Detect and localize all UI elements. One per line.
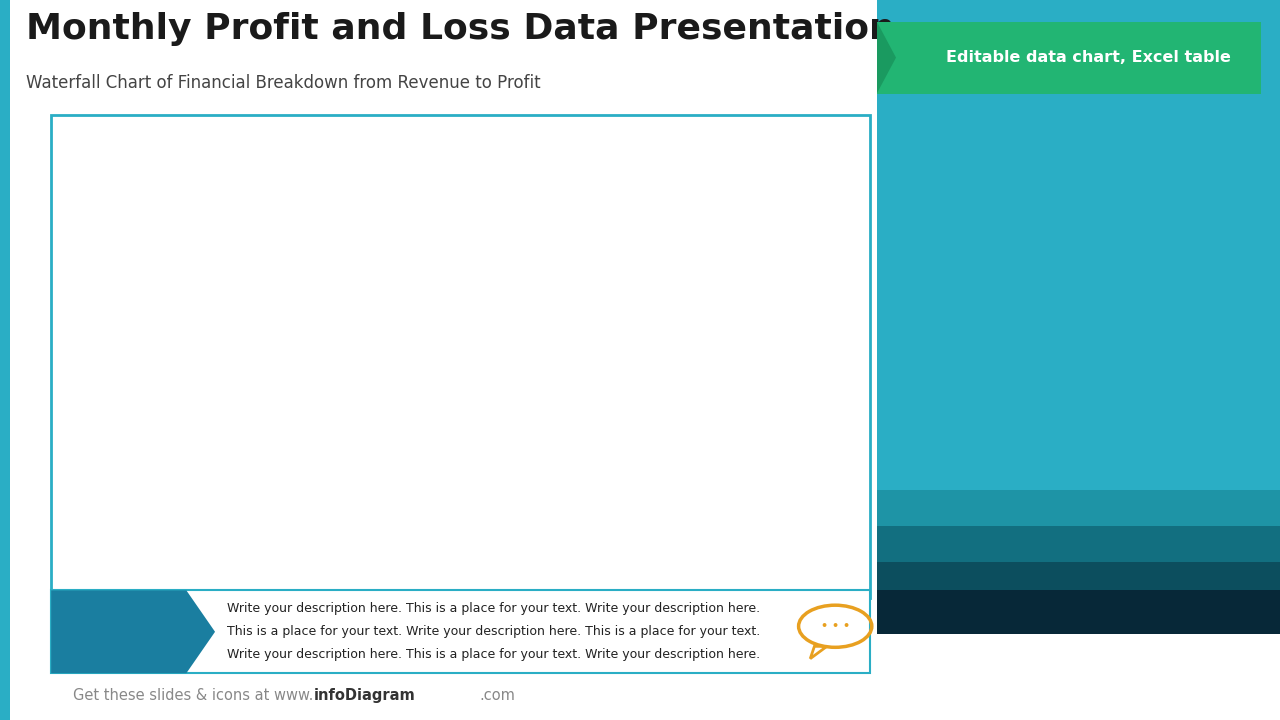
Text: Comments: Comments (69, 621, 169, 639)
Bar (182, 194, 227, 328)
Ellipse shape (259, 518, 324, 580)
Text: EBITDA: EBITDA (448, 551, 480, 559)
Text: Editable data chart, Excel table: Editable data chart, Excel table (946, 50, 1230, 65)
Text: infoDiagram: infoDiagram (314, 688, 415, 703)
Bar (269, 328, 314, 505)
Polygon shape (51, 590, 215, 673)
Bar (614, 456, 659, 505)
Bar (529, 443, 573, 456)
Bar (701, 456, 746, 462)
Bar (442, 443, 486, 505)
Polygon shape (877, 22, 896, 94)
Text: $: $ (114, 536, 123, 550)
Bar (787, 462, 832, 505)
Ellipse shape (431, 518, 497, 580)
Text: This is a place for your text. Write your description here. This is a place for : This is a place for your text. Write you… (228, 625, 760, 639)
Text: Write your description here. This is a place for your text. Write your descripti: Write your description here. This is a p… (228, 602, 760, 615)
Text: Get these slides & icons at www.: Get these slides & icons at www. (73, 688, 314, 703)
Text: 14: 14 (800, 442, 820, 457)
Text: • • •: • • • (820, 621, 850, 631)
Ellipse shape (777, 518, 842, 580)
Text: Waterfall Chart of Financial Breakdown from Revenue to Profit: Waterfall Chart of Financial Breakdown f… (26, 74, 540, 92)
Ellipse shape (783, 523, 837, 575)
Ellipse shape (611, 523, 664, 575)
Text: .com: .com (480, 688, 516, 703)
Polygon shape (854, 22, 884, 94)
Text: Monthly Profit and Loss Data Presentation: Monthly Profit and Loss Data Presentatio… (26, 12, 895, 45)
Text: 100: 100 (102, 174, 134, 189)
Text: 57: 57 (280, 308, 302, 323)
Text: -37: -37 (364, 448, 392, 463)
Text: Write your description here. This is a place for your text. Write your descripti: Write your description here. This is a p… (228, 649, 760, 662)
Ellipse shape (91, 523, 145, 575)
Bar (96, 194, 141, 505)
Ellipse shape (264, 523, 317, 575)
Text: 20: 20 (453, 423, 475, 438)
Text: -2: -2 (716, 467, 732, 482)
Text: ◷: ◷ (631, 534, 643, 549)
Text: -4: -4 (541, 460, 559, 475)
Text: 16: 16 (626, 436, 648, 451)
Text: EBIT: EBIT (627, 551, 646, 559)
Bar (355, 328, 399, 443)
Text: -43: -43 (191, 333, 219, 348)
Ellipse shape (438, 523, 490, 575)
Text: ◷: ◷ (804, 534, 817, 549)
Ellipse shape (86, 518, 151, 580)
Text: $: $ (287, 536, 296, 550)
Ellipse shape (604, 518, 669, 580)
Text: ◷: ◷ (458, 534, 470, 549)
Text: PBT: PBT (801, 551, 818, 559)
